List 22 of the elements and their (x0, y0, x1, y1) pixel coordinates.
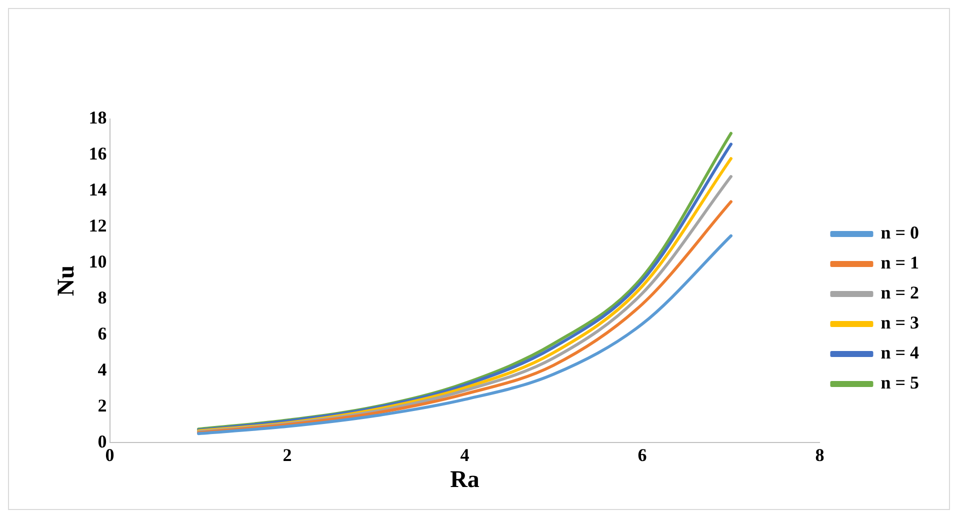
legend-label: n = 4 (880, 342, 920, 363)
legend-label: n = 5 (880, 372, 920, 393)
y-axis-title: Nu (54, 265, 80, 296)
y-tick-label: 16 (88, 144, 107, 164)
y-tick-label: 8 (98, 287, 107, 308)
y-tick-label: 2 (98, 395, 107, 416)
y-tick-label: 0 (98, 431, 107, 452)
legend-label: n = 0 (880, 222, 920, 243)
x-tick-label: 8 (815, 445, 824, 466)
legend-label: n = 3 (880, 312, 920, 333)
y-tick-label: 4 (98, 359, 107, 380)
y-tick-label: 6 (98, 323, 107, 344)
x-axis-title: Ra (450, 466, 480, 493)
x-tick-label: 4 (460, 445, 470, 466)
y-tick-label: 12 (88, 216, 107, 236)
y-tick-label: 10 (88, 251, 107, 272)
y-tick-label: 18 (88, 108, 107, 128)
legend-label: n = 1 (880, 252, 920, 273)
x-tick-label: 2 (282, 445, 292, 466)
x-tick-label: 6 (638, 445, 647, 466)
legend-label: n = 2 (880, 282, 920, 303)
y-tick-label: 14 (88, 180, 107, 200)
